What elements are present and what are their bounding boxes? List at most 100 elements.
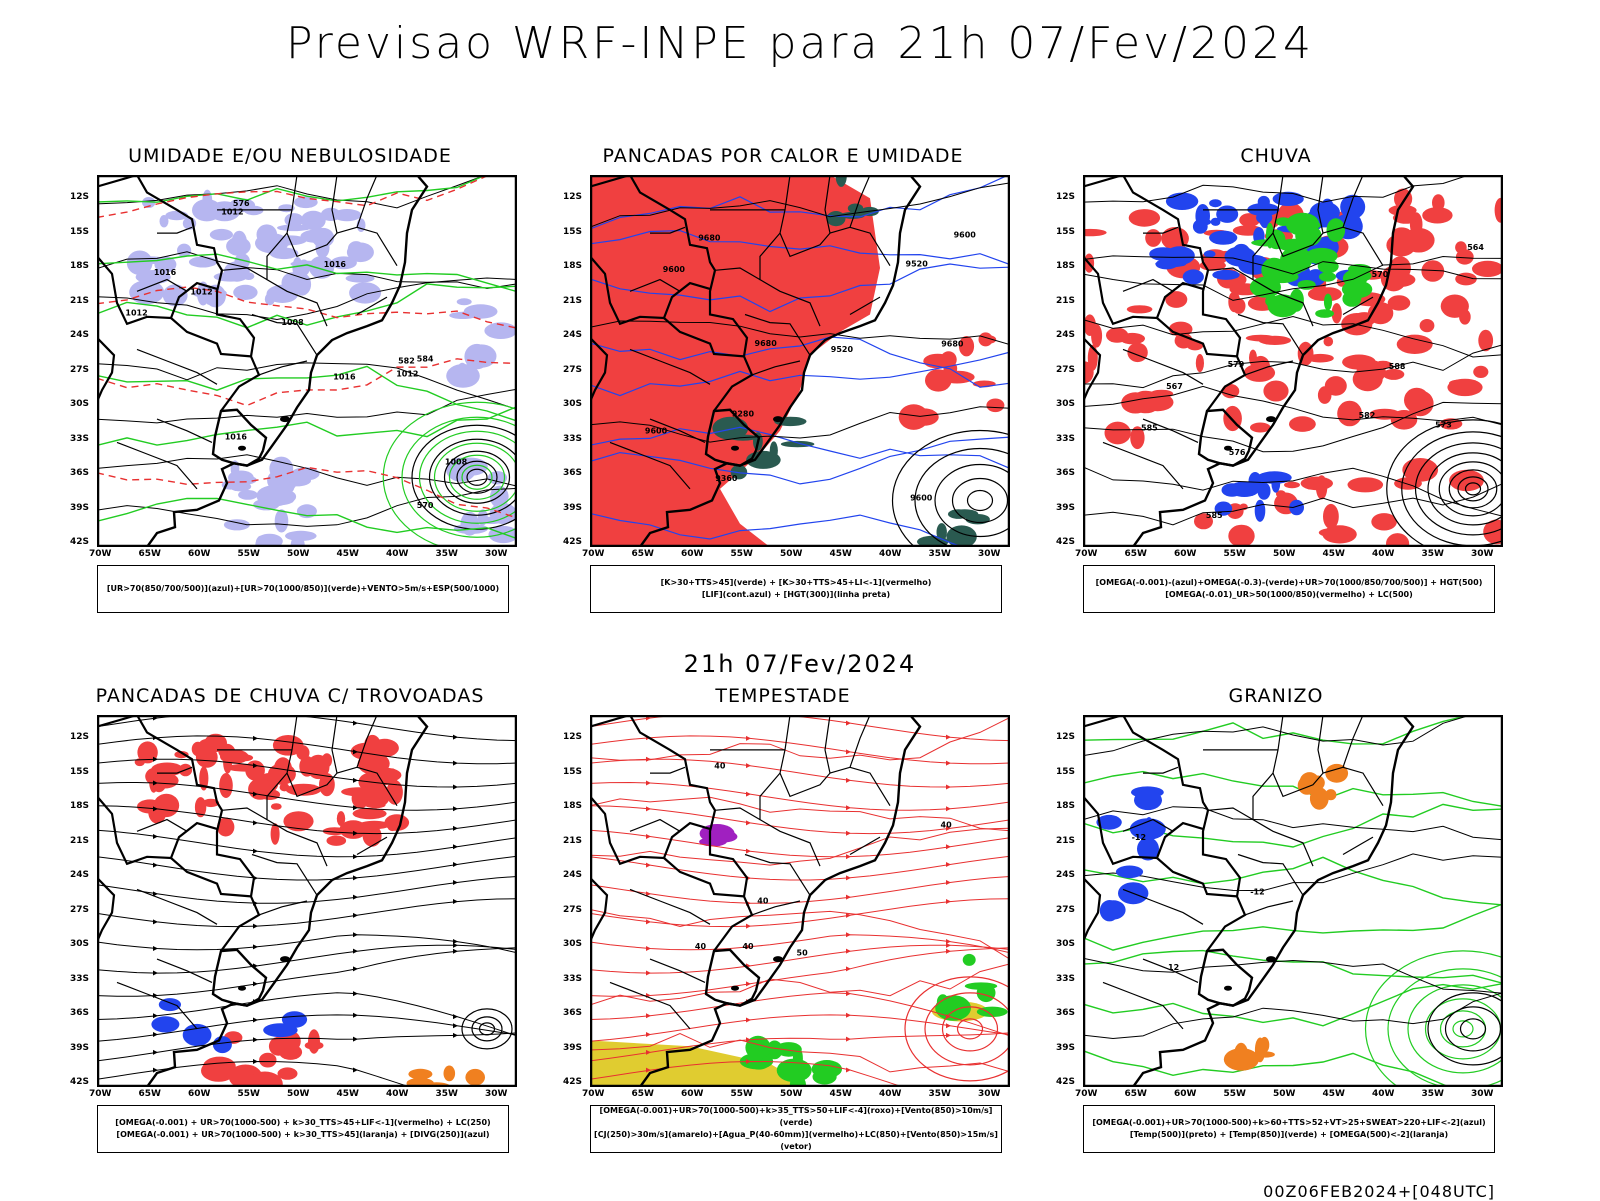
lat-tick-label: 27S bbox=[563, 904, 583, 915]
map-panel: CHUVA 585 582 579 576 573 570 567 564 588 585 12S 15… bbox=[1046, 145, 1506, 615]
state-border bbox=[629, 278, 681, 292]
k-tts-li-fill bbox=[590, 175, 880, 547]
lon-tick-label: 50W bbox=[780, 549, 803, 559]
lon-tick-label: 60W bbox=[681, 549, 704, 559]
country-border bbox=[97, 255, 218, 326]
lat-tick-label: 36S bbox=[563, 468, 583, 478]
contour-label: 1016 bbox=[333, 373, 356, 382]
lake bbox=[773, 956, 783, 963]
contour-label: 9600 bbox=[645, 427, 668, 436]
state-border bbox=[1143, 226, 1179, 234]
lake bbox=[731, 985, 739, 991]
lat-tick-label: 21S bbox=[563, 835, 583, 846]
legend-line: [OMEGA(-0.001)+UR>70(1000-500)+k>60+TTS>… bbox=[1092, 1118, 1486, 1127]
contour-label: -12 bbox=[1250, 887, 1264, 896]
contour-label: 40 bbox=[757, 896, 769, 905]
state-border bbox=[744, 853, 811, 896]
lon-tick-label: 55W bbox=[730, 549, 753, 559]
state-border bbox=[649, 418, 706, 443]
state-border bbox=[1252, 715, 1314, 867]
panel-title: PANCADAS DE CHUVA C/ TROVOADAS bbox=[95, 685, 485, 707]
lc-850-vortex bbox=[904, 976, 1010, 1082]
state-border bbox=[609, 981, 691, 1030]
lat-tick-label: 24S bbox=[1056, 870, 1076, 880]
map-canvas bbox=[97, 715, 517, 1087]
legend-line: [CJ(250)>30m/s](amarelo)+[Agua_P(40-60mm… bbox=[594, 1130, 998, 1151]
country-border bbox=[97, 337, 116, 403]
lat-tick-label: 12S bbox=[563, 732, 583, 742]
state-border bbox=[1244, 900, 1294, 916]
lon-tick-label: 55W bbox=[237, 549, 260, 559]
state-border bbox=[356, 296, 388, 316]
lat-tick-label: 12S bbox=[70, 192, 90, 202]
lat-tick-label: 33S bbox=[1056, 973, 1076, 984]
lat-tick-label: 24S bbox=[563, 870, 583, 880]
page-title: Previsao WRF-INPE para 21h 07/Fev/2024 bbox=[286, 18, 1314, 69]
ur-low-level-contours bbox=[382, 401, 517, 547]
state-border bbox=[1122, 348, 1204, 385]
map-boundaries bbox=[1083, 715, 1415, 1087]
map-panel: PANCADAS POR CALOR E UMIDADE 9680 9680 9680… bbox=[553, 145, 1013, 615]
state-border bbox=[849, 836, 881, 856]
lon-tick-label: 45W bbox=[336, 1089, 359, 1099]
uruguay-border bbox=[1197, 948, 1254, 1007]
streamline-vortex bbox=[461, 1008, 513, 1050]
state-border bbox=[1342, 296, 1374, 316]
lat-tick-label: 15S bbox=[1056, 766, 1076, 777]
lat-tick-label: 39S bbox=[70, 1042, 90, 1053]
lake bbox=[238, 445, 246, 451]
panel-title: CHUVA bbox=[1240, 145, 1312, 167]
lat-tick-label: 12S bbox=[70, 732, 90, 742]
country-border bbox=[663, 857, 745, 898]
contour-label: 12 bbox=[1168, 963, 1179, 972]
map-boundaries bbox=[97, 175, 429, 547]
lat-tick-label: 12S bbox=[563, 192, 583, 202]
lon-tick-label: 70W bbox=[89, 1089, 112, 1099]
contour-label: -12 bbox=[1132, 833, 1146, 842]
coastline bbox=[639, 715, 922, 1087]
lat-tick-label: 18S bbox=[70, 801, 90, 811]
panel-legend: [OMEGA(-0.001) + UR>70(1000-500) + k>30_… bbox=[97, 1105, 509, 1153]
uruguay-border bbox=[704, 408, 761, 467]
lon-tick-label: 40W bbox=[386, 549, 409, 559]
state-border bbox=[356, 836, 388, 856]
country-border bbox=[170, 857, 252, 898]
lon-tick-label: 65W bbox=[1124, 549, 1147, 559]
lon-tick-label: 40W bbox=[1372, 1089, 1395, 1099]
lat-tick-label: 36S bbox=[70, 1008, 90, 1018]
lc-850-streamlines bbox=[590, 715, 1010, 1087]
contour-label: 584 bbox=[417, 354, 434, 363]
contour-label: 9520 bbox=[831, 345, 854, 354]
lake bbox=[731, 445, 739, 451]
lat-tick-label: 15S bbox=[70, 766, 90, 777]
lon-tick-label: 70W bbox=[89, 549, 112, 559]
map-boundaries bbox=[97, 715, 429, 1087]
lon-tick-label: 45W bbox=[1322, 1089, 1345, 1099]
map-border bbox=[1083, 175, 1503, 547]
hail-blue bbox=[1096, 786, 1166, 922]
legend-line: [OMEGA(-0.001) + UR>70(1000-500) + k>30_… bbox=[116, 1130, 490, 1139]
lon-tick-label: 70W bbox=[1075, 549, 1098, 559]
map-boundaries bbox=[590, 175, 922, 547]
contour-label: 585 bbox=[1141, 423, 1158, 432]
state-border bbox=[1122, 888, 1204, 925]
state-border bbox=[356, 766, 398, 807]
lon-tick-label: 45W bbox=[1322, 549, 1345, 559]
lat-tick-label: 15S bbox=[1056, 226, 1076, 237]
legend-line: [OMEGA(-0.01)_UR>50(1000/850)(vermelho) … bbox=[1165, 590, 1413, 599]
lat-tick-label: 42S bbox=[1056, 537, 1076, 547]
lon-tick-label: 70W bbox=[1075, 1089, 1098, 1099]
lon-tick-label: 30W bbox=[978, 1089, 1001, 1099]
contour-label: 40 bbox=[941, 821, 953, 830]
lat-tick-label: 39S bbox=[1056, 1042, 1076, 1053]
lat-tick-label: 27S bbox=[1056, 364, 1076, 375]
state-border bbox=[1342, 226, 1384, 267]
map-frame bbox=[97, 715, 517, 1087]
lat-tick-label: 42S bbox=[70, 537, 90, 547]
lon-tick-label: 60W bbox=[188, 1089, 211, 1099]
state-border bbox=[157, 766, 193, 774]
lon-tick-label: 50W bbox=[780, 1089, 803, 1099]
lat-tick-label: 15S bbox=[70, 226, 90, 237]
state-border bbox=[356, 226, 398, 267]
map-frame: -12 -12 12 bbox=[1083, 715, 1503, 1087]
